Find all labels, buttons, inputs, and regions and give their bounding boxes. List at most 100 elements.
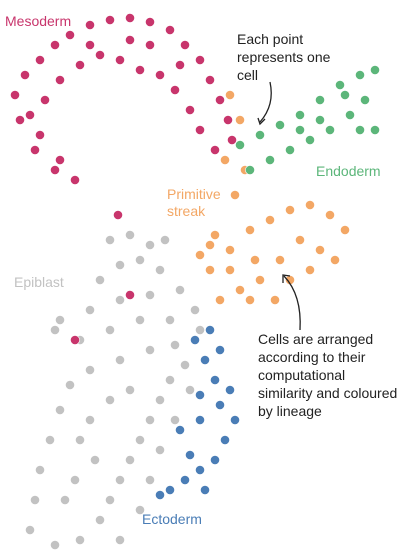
series-points: [195, 90, 350, 305]
cell-point: [195, 250, 205, 260]
cell-point: [75, 535, 85, 545]
cell-point: [145, 475, 155, 485]
cell-point: [155, 265, 165, 275]
cell-point: [145, 290, 155, 300]
cell-point: [90, 455, 100, 465]
cell-point: [195, 325, 205, 335]
cell-point: [305, 135, 315, 145]
annotation: Cells are arranged according to their co…: [258, 331, 398, 419]
cell-point: [205, 75, 215, 85]
cell-point: [145, 345, 155, 355]
cell-point: [195, 125, 205, 135]
cell-point: [60, 495, 70, 505]
cell-point: [125, 35, 135, 45]
cell-point: [35, 55, 45, 65]
cell-point: [190, 335, 200, 345]
cell-point: [105, 325, 115, 335]
cell-point: [340, 90, 350, 100]
lineage-label: Ectoderm: [142, 511, 202, 527]
cell-point: [205, 325, 215, 335]
cell-point: [227, 135, 237, 145]
cell-point: [315, 95, 325, 105]
cell-point: [305, 200, 315, 210]
cell-point: [215, 400, 225, 410]
cell-point: [135, 435, 145, 445]
lineage-label: Endoderm: [316, 163, 381, 179]
cell-point: [155, 490, 165, 500]
cell-point: [50, 540, 60, 550]
cell-point: [285, 145, 295, 155]
cell-point: [205, 240, 215, 250]
cell-point: [105, 495, 115, 505]
cell-point: [355, 70, 365, 80]
cell-point: [225, 245, 235, 255]
cell-point: [235, 115, 245, 125]
cell-point: [295, 110, 305, 120]
cell-point: [295, 125, 305, 135]
cell-point: [335, 80, 345, 90]
cell-point: [190, 305, 200, 315]
cell-point: [70, 175, 80, 185]
arrow-head: [282, 274, 291, 283]
cell-point: [295, 235, 305, 245]
cell-point: [165, 375, 175, 385]
cell-point: [225, 90, 235, 100]
cell-point: [95, 515, 105, 525]
cell-point: [230, 190, 240, 200]
cell-point: [215, 95, 225, 105]
cell-point: [55, 315, 65, 325]
cell-point: [210, 455, 220, 465]
cell-point: [115, 355, 125, 365]
cell-point: [75, 60, 85, 70]
cell-point: [145, 40, 155, 50]
cell-point: [75, 435, 85, 445]
cell-point: [160, 235, 170, 245]
cell-point: [55, 75, 65, 85]
cell-point: [325, 125, 335, 135]
cell-point: [185, 385, 195, 395]
cell-point: [245, 295, 255, 305]
cell-point: [265, 215, 275, 225]
cell-point: [210, 145, 220, 155]
arrows: [257, 81, 301, 331]
cell-point: [345, 110, 355, 120]
cell-point: [85, 20, 95, 30]
cell-point: [185, 450, 195, 460]
cell-point: [45, 435, 55, 445]
cell-point: [170, 340, 180, 350]
cell-point: [185, 105, 195, 115]
cell-point: [275, 120, 285, 130]
cell-point: [195, 415, 205, 425]
annotation: Each point represents one cell: [237, 31, 331, 83]
series-points: [155, 325, 240, 500]
cell-point: [35, 130, 45, 140]
cell-point: [135, 505, 145, 515]
cell-point: [223, 115, 233, 125]
cell-point: [180, 475, 190, 485]
cell-point: [65, 30, 75, 40]
cell-point: [125, 385, 135, 395]
cell-point: [145, 240, 155, 250]
cell-point: [170, 85, 180, 95]
cell-point: [85, 365, 95, 375]
cell-point: [175, 285, 185, 295]
lineage-label: Primitive streak: [167, 186, 221, 219]
cell-point: [315, 115, 325, 125]
cell-point: [50, 165, 60, 175]
cell-point: [20, 70, 30, 80]
cell-point: [115, 55, 125, 65]
cell-point: [155, 445, 165, 455]
cell-point: [195, 390, 205, 400]
cell-point: [370, 65, 380, 75]
cell-point: [265, 155, 275, 165]
cell-point: [125, 230, 135, 240]
arrow: [259, 81, 272, 123]
cell-point: [95, 50, 105, 60]
cell-point: [15, 115, 25, 125]
cell-point: [10, 90, 20, 100]
cell-point: [155, 395, 165, 405]
cell-point: [155, 70, 165, 80]
cell-point: [105, 395, 115, 405]
cell-point: [360, 95, 370, 105]
